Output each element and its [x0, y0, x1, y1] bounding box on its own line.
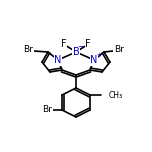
Text: CH₃: CH₃: [109, 90, 123, 100]
Text: +: +: [96, 52, 102, 58]
Text: Br: Br: [114, 45, 124, 55]
Text: B: B: [73, 47, 79, 57]
Text: F: F: [61, 39, 67, 49]
Text: N: N: [54, 55, 62, 65]
Text: −: −: [78, 43, 85, 52]
Text: Br: Br: [23, 45, 33, 55]
Text: F: F: [85, 39, 91, 49]
Text: N: N: [90, 55, 98, 65]
Text: Br: Br: [42, 105, 52, 114]
